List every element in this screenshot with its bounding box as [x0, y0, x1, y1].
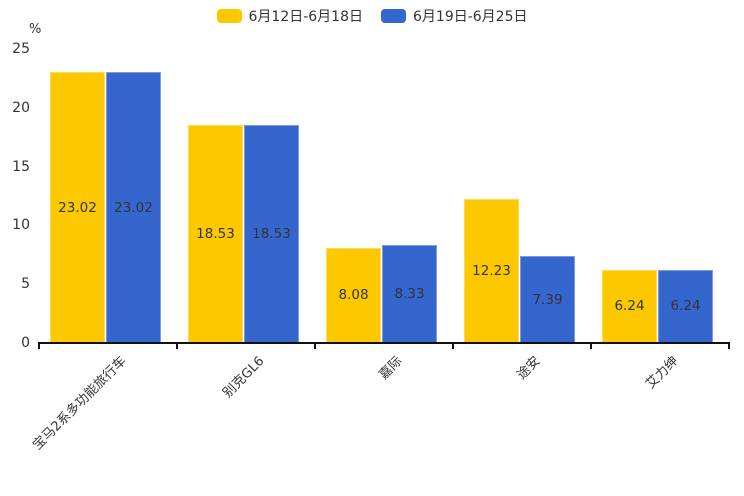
- y-axis-unit-label: %: [29, 22, 42, 37]
- bar-value-label: 12.23: [472, 263, 511, 280]
- x-category-label-途安: 途安: [514, 353, 544, 383]
- legend-label-week2: 6月19日-6月25日: [413, 9, 528, 25]
- bar-series2-艾力绅: 6.24: [658, 269, 713, 343]
- bar-series2-别克GL6: 18.53: [244, 125, 299, 343]
- y-tick-label-20: 20: [12, 99, 30, 116]
- legend-swatch-week2-icon: [381, 9, 406, 23]
- x-axis-tick: [452, 343, 454, 349]
- x-axis-tick: [590, 343, 592, 349]
- bar-series1-宝马2系多功能旅行车: 23.02: [50, 72, 105, 343]
- bar-value-label: 6.24: [670, 298, 701, 315]
- x-category-label-艾力绅: 艾力绅: [643, 353, 682, 393]
- x-axis-line: [38, 342, 730, 344]
- legend-item-week1[interactable]: 6月12日-6月18日: [216, 6, 364, 26]
- x-category-label-别克GL6: 别克GL6: [220, 353, 268, 401]
- bar-series2-途安: 7.39: [520, 256, 575, 343]
- x-category-label-宝马2系多功能旅行车: 宝马2系多功能旅行车: [30, 353, 130, 454]
- bar-value-label: 18.53: [196, 226, 235, 243]
- bar-value-label: 23.02: [58, 199, 97, 216]
- bar-series1-艾力绅: 6.24: [602, 269, 657, 343]
- bar-value-label: 7.39: [532, 291, 563, 308]
- bar-value-label: 6.24: [614, 298, 645, 315]
- y-tick-label-10: 10: [12, 217, 30, 234]
- bar-series1-嘉际: 8.08: [326, 247, 381, 343]
- x-axis-tick: [176, 343, 178, 349]
- x-axis-tick: [38, 343, 40, 349]
- legend-swatch-week1-icon: [216, 9, 242, 23]
- y-tick-label-0: 0: [21, 335, 30, 351]
- x-axis-tick: [728, 343, 730, 349]
- bar-value-label: 8.33: [394, 286, 425, 302]
- bar-series1-别克GL6: 18.53: [188, 125, 243, 343]
- x-axis-tick: [314, 343, 316, 349]
- bar-series2-嘉际: 8.33: [382, 245, 437, 343]
- y-tick-label-25: 25: [12, 41, 30, 57]
- y-tick-label-5: 5: [21, 276, 30, 293]
- bar-value-label: 18.53: [252, 226, 291, 243]
- legend: 6月12日-6月18日 6月19日-6月25日: [0, 6, 744, 26]
- bar-series2-宝马2系多功能旅行车: 23.02: [106, 72, 161, 343]
- legend-item-week2[interactable]: 6月19日-6月25日: [381, 6, 528, 26]
- x-category-label-嘉际: 嘉际: [376, 353, 406, 383]
- bar-value-label: 8.08: [338, 287, 369, 304]
- legend-label-week1: 6月12日-6月18日: [248, 9, 364, 25]
- bar-value-label: 23.02: [114, 199, 153, 216]
- bar-series1-途安: 12.23: [464, 199, 519, 343]
- y-tick-label-15: 15: [12, 158, 30, 175]
